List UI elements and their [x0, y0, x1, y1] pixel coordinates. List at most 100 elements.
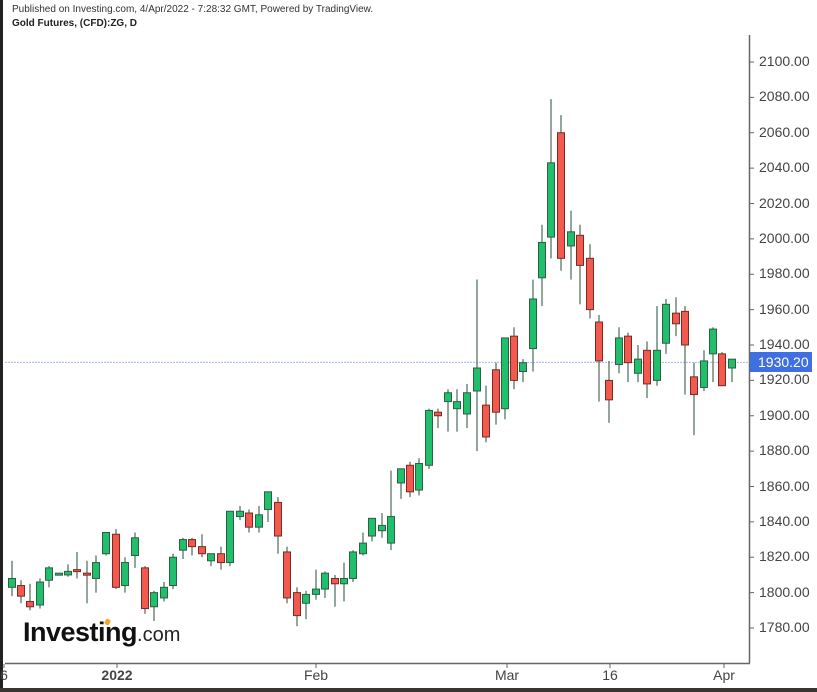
candle-up[interactable] [368, 517, 376, 542]
candle-down[interactable] [73, 551, 81, 579]
logo-main-text: Investing [23, 617, 138, 647]
candle-up[interactable] [45, 566, 53, 588]
candle-up[interactable] [547, 99, 555, 259]
x-tick-label: 2022 [101, 667, 133, 683]
candle-down[interactable] [274, 497, 282, 554]
candle-up[interactable] [387, 470, 395, 551]
candle-up[interactable] [615, 327, 623, 374]
candle-up[interactable] [8, 560, 16, 597]
candle-up[interactable] [529, 279, 537, 372]
y-tick-label: 1960.00 [759, 300, 810, 317]
candle-up[interactable] [160, 582, 168, 602]
candle-down[interactable] [83, 560, 91, 604]
candle-up[interactable] [102, 531, 110, 556]
candle-up[interactable] [92, 555, 100, 593]
y-tick-label: 2100.00 [759, 53, 810, 69]
candle-down[interactable] [595, 314, 603, 402]
candle-down[interactable] [188, 537, 196, 556]
candle-down[interactable] [586, 244, 594, 319]
candle-down[interactable] [492, 362, 500, 425]
candle-down[interactable] [510, 327, 518, 390]
candle-down[interactable] [681, 306, 689, 395]
candle-up[interactable] [55, 572, 63, 576]
candle-down[interactable] [245, 509, 253, 533]
candle-down[interactable] [331, 574, 339, 607]
candle-up[interactable] [302, 590, 310, 620]
y-tick-label: 1860.00 [759, 477, 810, 494]
candle-up[interactable] [653, 306, 661, 386]
y-tick-label: 1920.00 [759, 371, 810, 388]
y-tick-label: 1800.00 [759, 583, 810, 600]
candle-down[interactable] [718, 352, 726, 387]
candle-down[interactable] [482, 385, 490, 443]
candle-down[interactable] [672, 297, 680, 337]
candle-down[interactable] [17, 580, 25, 604]
y-tick-label: 2060.00 [759, 123, 810, 140]
candle-down[interactable] [112, 528, 120, 590]
candle-up[interactable] [36, 578, 44, 609]
y-tick-label: 1780.00 [759, 619, 810, 635]
y-tick-label: 2040.00 [759, 159, 810, 176]
candle-up[interactable] [519, 359, 527, 383]
candle-down[interactable] [576, 224, 584, 305]
x-tick-label: Feb [303, 667, 329, 683]
candle-up[interactable] [179, 537, 187, 560]
candle-up[interactable] [662, 299, 670, 354]
candle-up[interactable] [501, 337, 509, 420]
candle-down[interactable] [198, 534, 206, 558]
candle-up[interactable] [463, 383, 471, 429]
candle-up[interactable] [236, 505, 244, 521]
x-tick-label: Apr [713, 667, 735, 683]
candle-up[interactable] [728, 358, 736, 383]
candle-down[interactable] [434, 408, 442, 429]
candle-down[interactable] [26, 583, 34, 611]
candle-up[interactable] [349, 550, 357, 583]
left-border [0, 0, 3, 692]
candle-down[interactable] [293, 587, 301, 627]
candle-up[interactable] [453, 389, 461, 432]
candle-up[interactable] [397, 468, 405, 499]
candle-up[interactable] [340, 562, 348, 602]
candle-up[interactable] [150, 590, 158, 621]
candle-up[interactable] [359, 532, 367, 556]
investing-logo: Investing.com [23, 617, 180, 648]
x-tick-label: Mar [494, 667, 520, 683]
candle-up[interactable] [207, 553, 215, 567]
candle-up[interactable] [709, 327, 717, 383]
candle-up[interactable] [131, 532, 139, 568]
candle-down[interactable] [605, 360, 613, 423]
candle-up[interactable] [226, 510, 234, 567]
candle-up[interactable] [378, 513, 386, 538]
candle-down[interactable] [643, 341, 651, 399]
candle-up[interactable] [538, 224, 546, 307]
candle-up[interactable] [264, 491, 272, 522]
candle-down[interactable] [557, 115, 565, 271]
candle-up[interactable] [255, 505, 263, 533]
candle-up[interactable] [321, 571, 329, 598]
candle-up[interactable] [64, 564, 72, 577]
published-caption: Published on Investing.com, 4/Apr/2022 -… [12, 4, 374, 15]
y-tick-label: 1880.00 [759, 442, 810, 459]
candle-down[interactable] [217, 546, 225, 570]
last-price-badge: 1930.20 [750, 352, 812, 372]
candle-up[interactable] [425, 408, 433, 469]
candle-up[interactable] [473, 279, 481, 452]
candle-down[interactable] [283, 546, 291, 604]
candle-down[interactable] [624, 332, 632, 383]
logo-suffix-text: .com [137, 624, 181, 646]
candle-down[interactable] [141, 566, 149, 614]
candle-up[interactable] [700, 350, 708, 391]
candle-up[interactable] [312, 569, 320, 600]
candle-up[interactable] [634, 345, 642, 383]
x-tick-label: 6 [0, 667, 8, 683]
candle-up[interactable] [169, 553, 177, 590]
candle-down[interactable] [690, 362, 698, 436]
candle-down[interactable] [406, 461, 414, 498]
candle-up[interactable] [415, 458, 423, 496]
bottom-edge [0, 688, 817, 692]
candle-up[interactable] [121, 557, 129, 593]
candle-up[interactable] [444, 389, 452, 432]
candle-up[interactable] [567, 210, 575, 280]
y-tick-label: 2000.00 [759, 229, 810, 246]
